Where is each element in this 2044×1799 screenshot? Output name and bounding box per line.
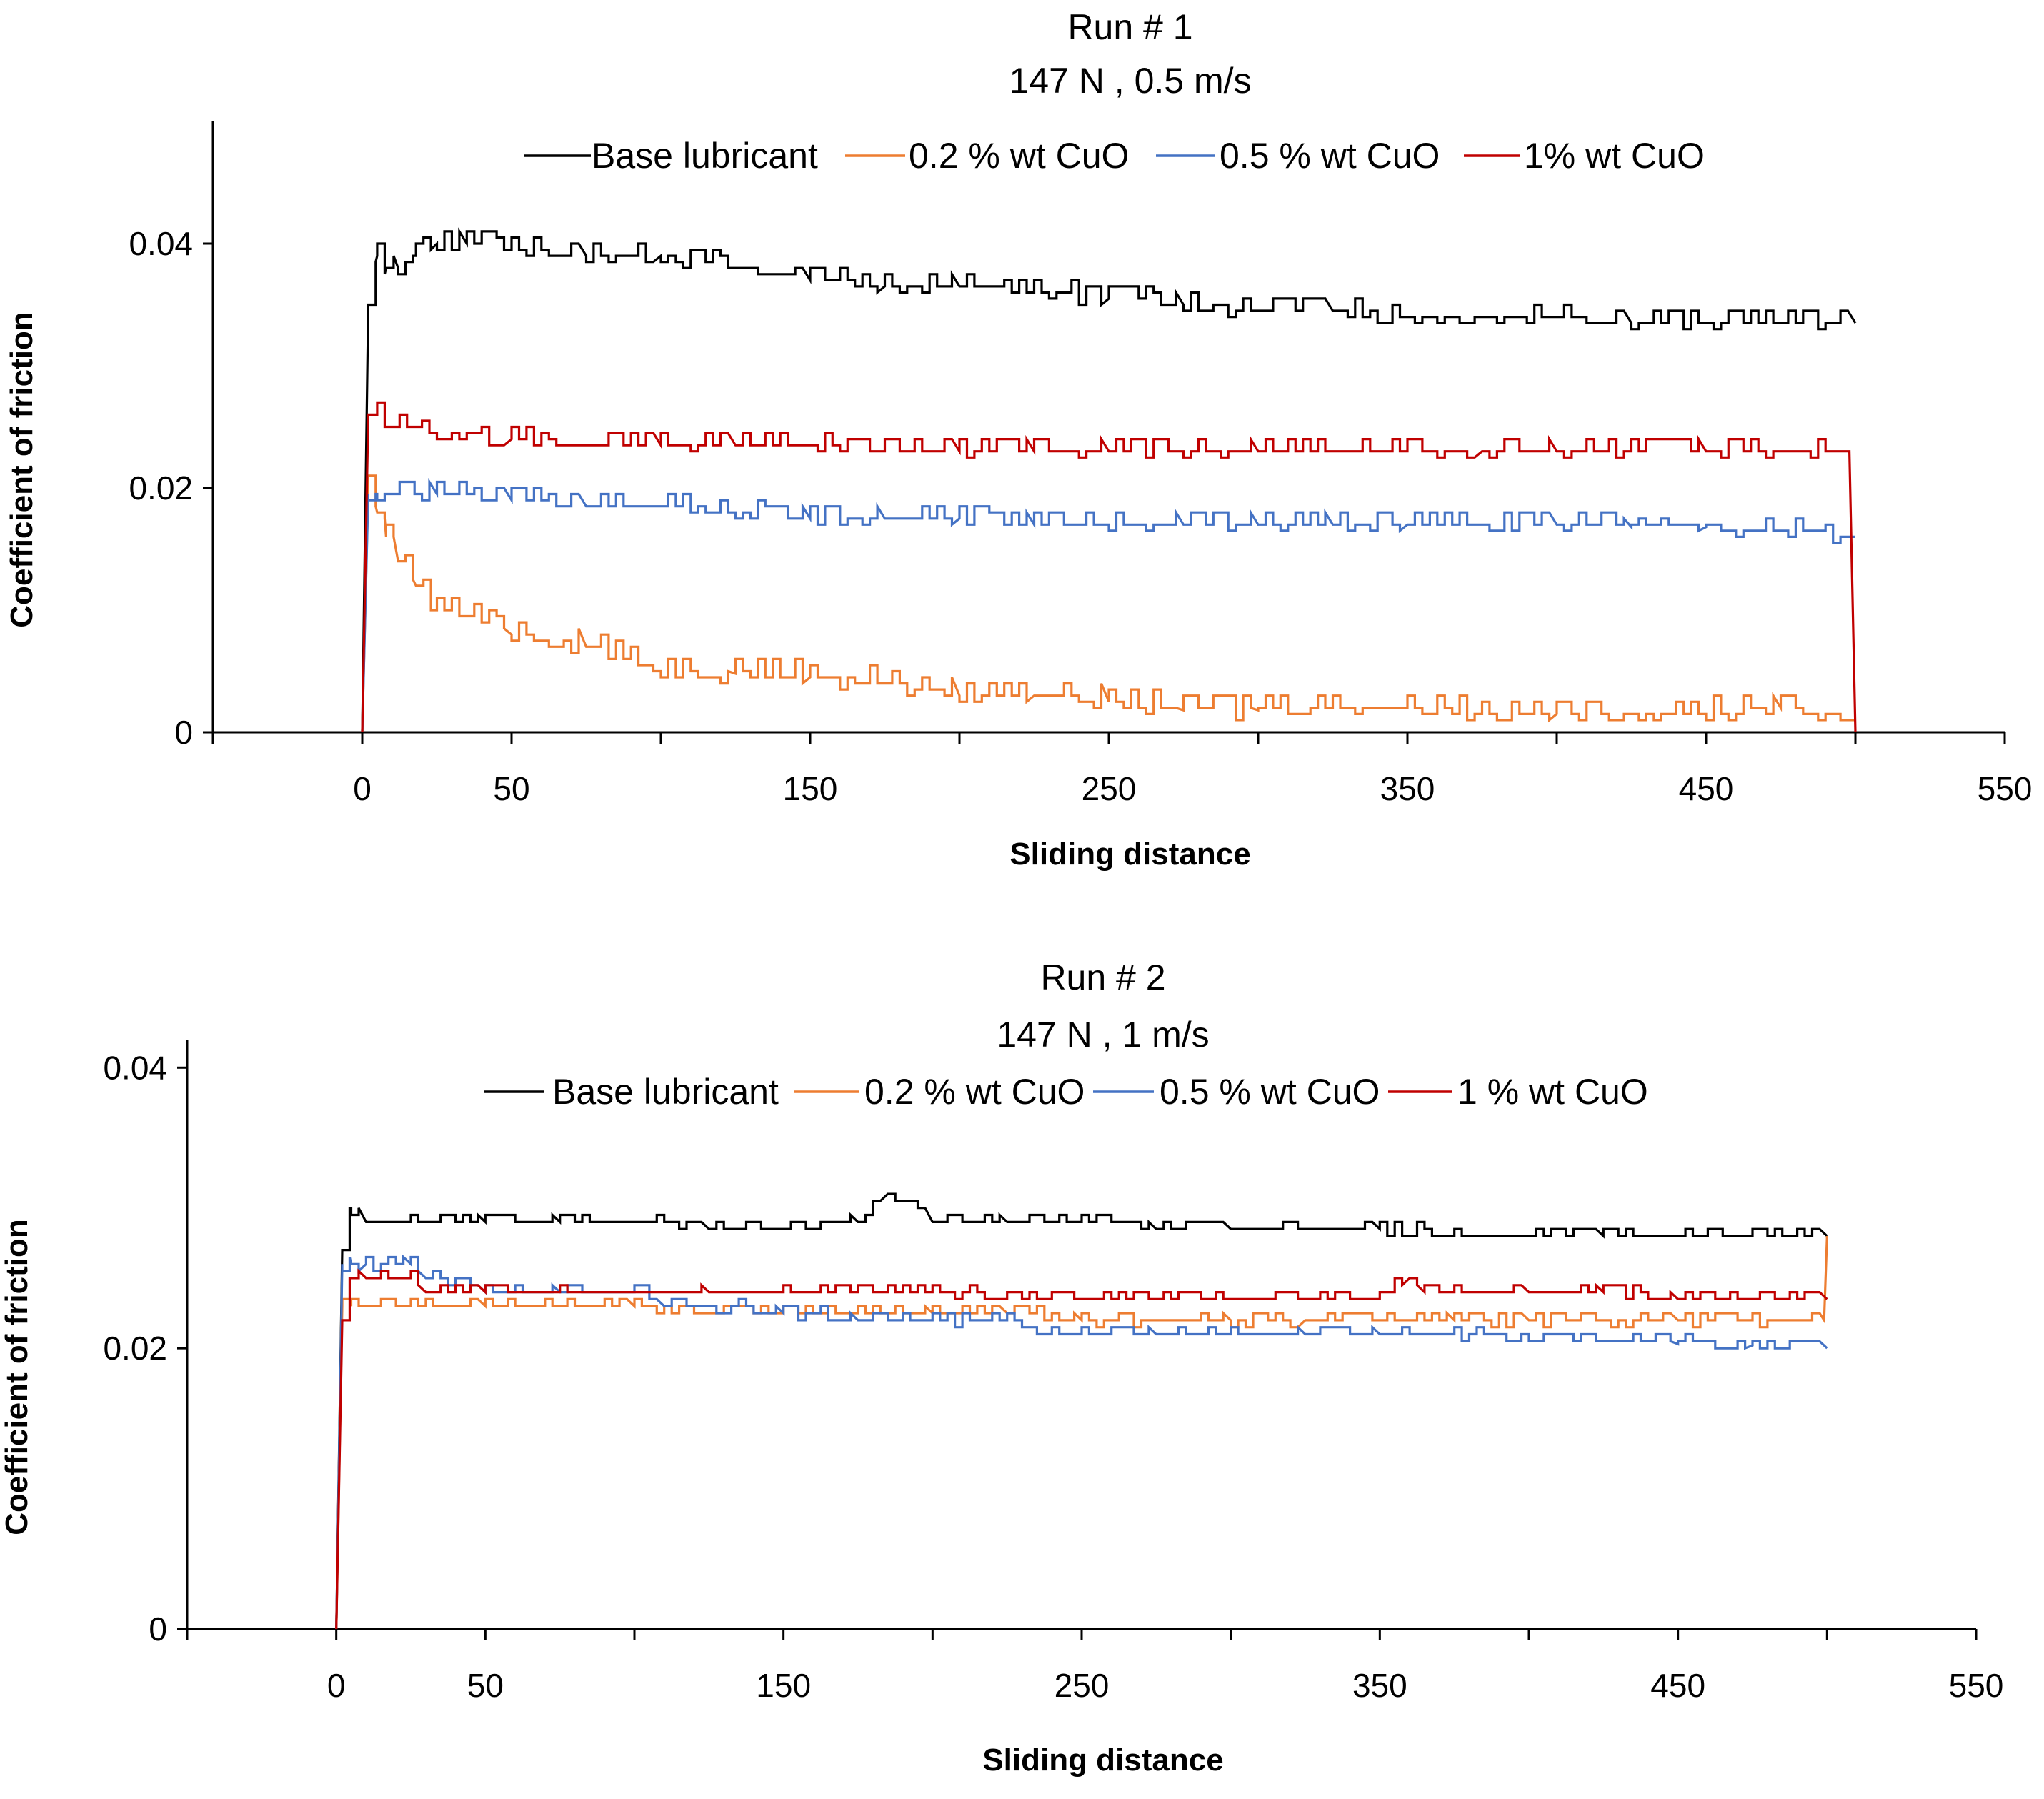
series-line-0-2-wt-cuo (335, 1235, 1828, 1630)
x-tick-label: 50 (467, 1667, 504, 1704)
chart-run-2: Run # 2 147 N , 1 m/s 0 0.02 0.04 0 50 150 250 35… (0, 957, 2003, 1778)
y-axis-title: Coefficient of friction (0, 1219, 34, 1535)
series-line-base-lubricant (335, 1192, 1828, 1630)
x-tick-label: 550 (1978, 770, 2033, 807)
x-tick-label: 0 (353, 770, 372, 807)
legend-label-base-lubricant: Base lubricant (592, 136, 818, 176)
chart-title: Run # 2 (1040, 957, 1165, 997)
x-tick-label: 250 (1055, 1667, 1110, 1704)
y-axis-title: Coefficient of friction (4, 312, 39, 627)
chart-subtitle: 147 N , 1 m/s (997, 1015, 1209, 1055)
legend-label-0-5-wt-cuo: 0.5 % wt CuO (1160, 1072, 1380, 1112)
chart-title: Run # 1 (1067, 7, 1192, 47)
y-tick-label: 0.02 (103, 1330, 167, 1367)
x-axis-title: Sliding distance (982, 1743, 1223, 1778)
x-axis-title: Sliding distance (1009, 837, 1250, 872)
series-line-0-2-wt-cuo (361, 474, 1855, 733)
x-tick-label: 450 (1650, 1667, 1705, 1704)
series-line-1-wt-cuo (361, 401, 1857, 733)
x-tick-label: 50 (493, 770, 529, 807)
legend-label-0-5-wt-cuo: 0.5 % wt CuO (1220, 136, 1440, 176)
series-line-0-5-wt-cuo (361, 477, 1855, 733)
x-tick-label: 350 (1352, 1667, 1407, 1704)
chart-run-1: Run # 1 147 N , 0.5 m/s 0 0.02 0.04 0 50 150 250… (4, 7, 2032, 872)
y-tick-label: 0.04 (129, 225, 193, 262)
x-tick-label: 450 (1679, 770, 1734, 807)
legend-label-base-lubricant: Base lubricant (552, 1072, 779, 1112)
y-tick-label: 0.04 (103, 1049, 167, 1086)
y-tick-label: 0 (149, 1610, 167, 1648)
series-line-1-wt-cuo (335, 1268, 1828, 1630)
x-tick-label: 150 (756, 1667, 811, 1704)
y-tick-label: 0.02 (129, 469, 193, 507)
legend-label-0-2-wt-cuo: 0.2 % wt CuO (864, 1072, 1085, 1112)
chart-subtitle: 147 N , 0.5 m/s (1009, 61, 1251, 101)
x-tick-label: 250 (1082, 770, 1137, 807)
series-line-0-5-wt-cuo (335, 1254, 1828, 1630)
series-line-base-lubricant (361, 227, 1857, 733)
legend-label-1-wt-cuo: 1% wt CuO (1524, 136, 1705, 176)
legend-label-1-wt-cuo: 1 % wt CuO (1457, 1072, 1648, 1112)
x-tick-label: 550 (1949, 1667, 2004, 1704)
x-tick-label: 150 (783, 770, 838, 807)
y-tick-label: 0 (174, 714, 193, 751)
x-tick-label: 350 (1380, 770, 1435, 807)
legend-label-0-2-wt-cuo: 0.2 % wt CuO (909, 136, 1129, 176)
x-tick-label: 0 (327, 1667, 346, 1704)
